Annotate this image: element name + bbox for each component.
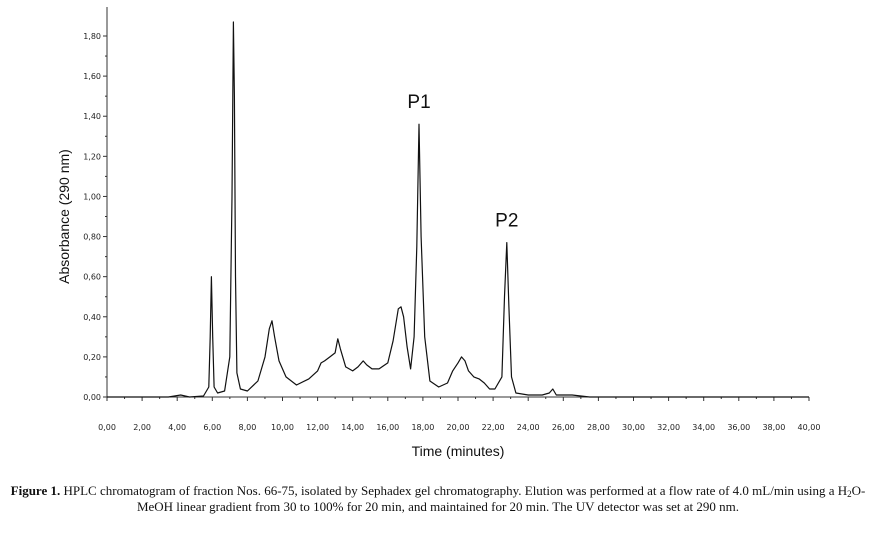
x-tick-label: 40,00 (798, 423, 821, 432)
y-tick-label: 1,00 (83, 192, 101, 201)
figure-caption: Figure 1. HPLC chromatogram of fraction … (4, 483, 872, 515)
x-tick-label: 0,00 (98, 423, 116, 432)
caption-text-part2: O-MeOH linear gradient from 30 to 100% f… (136, 483, 866, 514)
x-tick-label: 38,00 (762, 423, 785, 432)
y-tick-label: 0,20 (83, 353, 101, 362)
x-tick-label: 36,00 (727, 423, 750, 432)
x-tick-label: 14,00 (341, 423, 364, 432)
caption-text-part1: HPLC chromatogram of fraction Nos. 66-75… (60, 483, 848, 498)
peak-label-p1: P1 (407, 92, 430, 113)
x-tick-label: 16,00 (376, 423, 399, 432)
caption-subscript: 2 (847, 489, 852, 499)
x-tick-label: 2,00 (133, 423, 151, 432)
x-tick-label: 22,00 (482, 423, 505, 432)
absorbance-trace (107, 21, 809, 398)
x-tick-label: 20,00 (447, 423, 470, 432)
chromatogram-chart: 0,00 0,20 0,40 0,60 0,80 1,00 1,20 1,40 1,60 1,80… (56, 7, 820, 459)
y-axis-title: Absorbance (290 nm) (56, 149, 72, 284)
y-tick-label: 1,20 (83, 152, 101, 161)
y-axis-ticks: 0,00 0,20 0,40 0,60 0,80 1,00 1,20 1,40 1,60 1,80 (83, 32, 107, 402)
y-tick-label: 0,60 (83, 273, 101, 282)
x-tick-label: 32,00 (657, 423, 680, 432)
x-tick-label: 34,00 (692, 423, 715, 432)
y-tick-label: 1,80 (83, 32, 101, 41)
x-axis-title: Time (minutes) (412, 443, 505, 459)
x-tick-label: 18,00 (411, 423, 434, 432)
x-tick-label: 26,00 (552, 423, 575, 432)
y-tick-label: 0,80 (83, 233, 101, 242)
x-tick-label: 4,00 (168, 423, 186, 432)
x-axis-ticks: 0,00 2,00 4,00 6,00 8,00 10,00 12,00 14,00 16,00… (98, 397, 820, 432)
peak-annotations: P1 P2 (407, 92, 518, 231)
y-tick-label: 0,40 (83, 313, 101, 322)
x-tick-label: 24,00 (517, 423, 540, 432)
x-tick-label: 30,00 (622, 423, 645, 432)
y-tick-label: 1,60 (83, 72, 101, 81)
y-tick-label: 0,00 (83, 393, 101, 402)
x-tick-label: 28,00 (587, 423, 610, 432)
x-tick-label: 12,00 (306, 423, 329, 432)
x-tick-label: 8,00 (238, 423, 256, 432)
caption-label: Figure 1. (10, 483, 61, 498)
x-tick-label: 6,00 (203, 423, 221, 432)
peak-label-p2: P2 (495, 211, 518, 232)
x-tick-label: 10,00 (271, 423, 294, 432)
y-tick-label: 1,40 (83, 112, 101, 121)
